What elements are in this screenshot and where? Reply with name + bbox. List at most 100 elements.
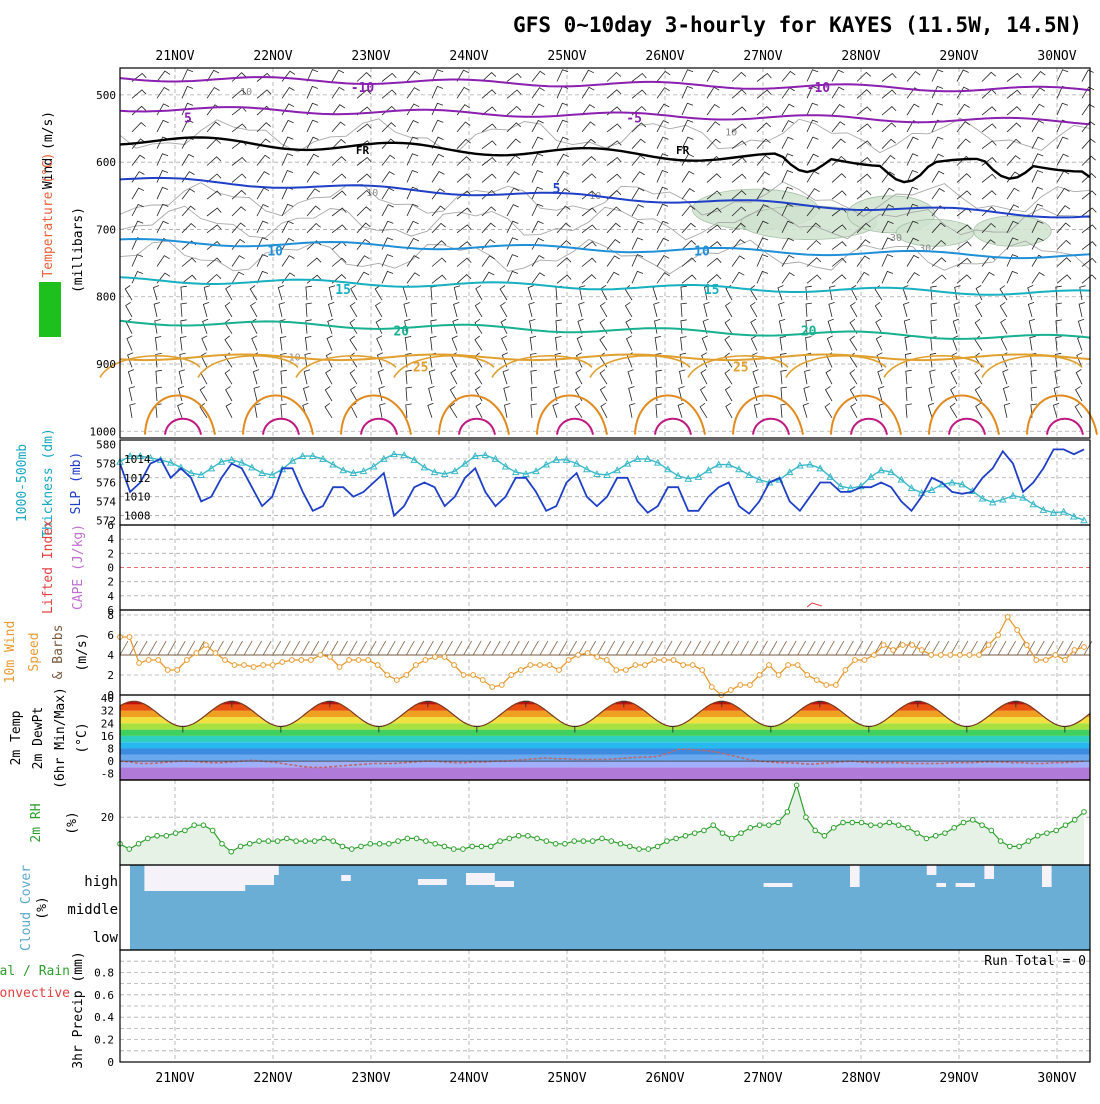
rh-area <box>120 785 1084 865</box>
wind-barb <box>156 186 169 200</box>
wind-barb <box>731 271 745 284</box>
rh-point <box>1016 843 1022 850</box>
wind-barb <box>428 386 435 402</box>
wind-barb <box>1006 138 1021 149</box>
wind-barb <box>431 240 447 250</box>
surface-wind-barb <box>615 640 625 656</box>
wind-barb <box>280 403 287 418</box>
wind-speed-point <box>584 650 591 656</box>
rh-point <box>849 819 856 826</box>
wind-barb <box>805 336 812 351</box>
wind-barb <box>256 187 270 200</box>
rh-point <box>182 827 188 834</box>
surface-wind-barb <box>778 640 787 656</box>
wind-barb <box>680 302 687 317</box>
wind-barb <box>131 220 144 233</box>
wind-barb <box>1081 224 1097 234</box>
thickness-point <box>603 470 611 478</box>
wind-barb <box>1074 402 1083 419</box>
surface-wind-barb <box>1007 640 1016 656</box>
wind-barb <box>481 238 496 250</box>
thickness-tick: 578 <box>96 458 116 471</box>
wind-barb <box>349 386 358 402</box>
wind-barb <box>1079 285 1086 301</box>
wind-barb <box>606 239 621 250</box>
wind-barb <box>531 186 544 200</box>
wind-barb <box>506 270 519 284</box>
surface-wind-barb <box>549 640 558 656</box>
wind-speed-point <box>909 642 916 648</box>
wind-barb <box>756 154 771 166</box>
wind-barb <box>931 170 945 183</box>
wind-barb <box>378 386 385 402</box>
rh-legend-swatch <box>39 282 61 337</box>
wind-barb <box>456 241 472 250</box>
thickness-point <box>755 475 764 483</box>
rh-point <box>432 840 438 847</box>
wind-barb <box>656 254 670 267</box>
wind-barb <box>199 402 208 419</box>
wind-speed-point <box>1071 647 1078 653</box>
wind-barb <box>331 224 347 234</box>
wind-barb <box>631 254 644 267</box>
surface-wind-barb <box>482 640 492 656</box>
thickness-point <box>806 460 814 468</box>
wind-speed-point <box>422 657 429 663</box>
wind-barb <box>179 336 187 351</box>
thickness-point <box>308 452 317 460</box>
wind-barb <box>781 254 795 267</box>
surface-wind-barb <box>405 640 415 656</box>
wind-barb <box>203 285 211 301</box>
rh-point <box>441 843 448 850</box>
wind-barb <box>1031 87 1046 99</box>
upper-axis-label: (millibars) <box>71 207 86 293</box>
wind-barb <box>501 352 508 368</box>
thickness-point <box>359 467 368 475</box>
wind-barb <box>656 169 669 183</box>
minmax-marker <box>277 726 284 733</box>
wind-barb <box>356 206 371 217</box>
wind-barb <box>405 386 412 402</box>
rh-point <box>645 846 652 852</box>
wind-barb <box>153 302 161 317</box>
thickness-point <box>998 495 1007 503</box>
wind-barb <box>256 171 270 183</box>
wind-barb <box>431 205 446 217</box>
wind-barb <box>681 153 694 166</box>
wind-barb <box>280 353 287 368</box>
wind-barb <box>1075 386 1083 402</box>
wind-speed-point <box>861 657 868 663</box>
wind-barb <box>724 335 733 351</box>
wind-speed-point <box>613 667 620 673</box>
wind-barb <box>306 136 319 149</box>
rh-point <box>877 822 883 828</box>
rh-point <box>979 822 985 828</box>
temp-tick: 8 <box>107 743 114 756</box>
wind-barb <box>831 138 846 149</box>
wind-barb <box>531 103 545 116</box>
isotherm-label: 10 <box>694 245 710 260</box>
warm-contour <box>928 394 1000 435</box>
wind-barb <box>756 220 769 233</box>
thickness-point <box>349 469 358 477</box>
wind-speed-point <box>670 657 677 663</box>
wind-barb <box>156 153 169 166</box>
thickness-point <box>836 482 845 490</box>
wind-barb <box>831 86 845 99</box>
wind-barb <box>456 274 472 284</box>
wind-barb <box>456 173 472 183</box>
wind-speed-point <box>937 652 944 658</box>
wind-barb <box>581 121 596 133</box>
panel-frame-ua <box>119 67 1091 439</box>
rh-point <box>163 832 170 839</box>
wind-barb <box>581 241 597 250</box>
wind-barb <box>1056 239 1071 250</box>
wind-barb <box>905 386 912 402</box>
wind-barb <box>681 205 696 217</box>
wind-barb <box>256 203 269 217</box>
wind-barb <box>881 72 897 82</box>
wind-barb <box>731 222 746 234</box>
wind-barb <box>724 352 733 368</box>
wind-barb <box>1077 318 1085 334</box>
wind-barb <box>231 189 247 200</box>
